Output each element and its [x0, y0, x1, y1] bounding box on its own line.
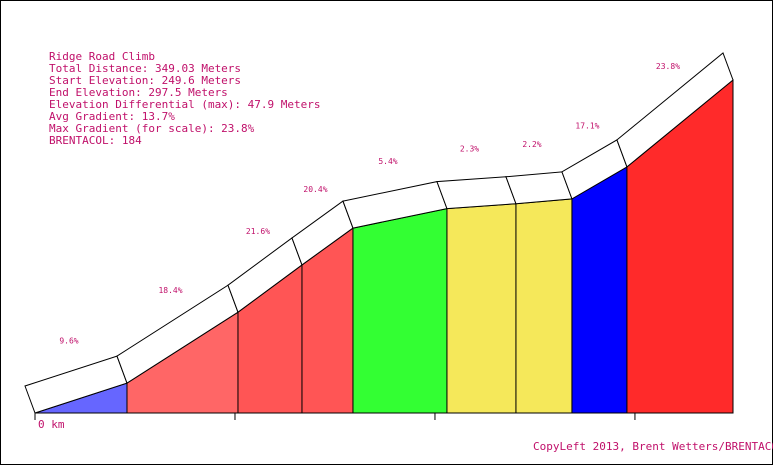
road-band: [436, 176, 517, 210]
gradient-label: 9.6%: [59, 337, 78, 346]
chart-title: Ridge Road Climb: [49, 50, 155, 63]
info-line: Avg Gradient: 13.7%: [49, 110, 175, 123]
info-line: BRENTACOL: 184: [49, 134, 142, 147]
gradient-label: 20.4%: [303, 185, 327, 194]
road-band: [616, 52, 734, 168]
segment: [571, 166, 628, 414]
info-line: Elevation Differential (max): 47.9 Meter…: [49, 98, 321, 111]
gradient-label: 23.8%: [656, 62, 680, 71]
gradient-label: 2.2%: [522, 140, 541, 149]
road-band: [505, 171, 573, 205]
gradient-label: 2.3%: [460, 145, 479, 154]
segment: [352, 207, 448, 414]
info-line: Start Elevation: 249.6 Meters: [49, 74, 241, 87]
info-line: Max Gradient (for scale): 23.8%: [49, 122, 255, 135]
segment: [515, 198, 573, 414]
info-line: Total Distance: 349.03 Meters: [49, 62, 241, 75]
x-tick-label: 0 km: [38, 418, 65, 431]
segment: [446, 203, 517, 414]
gradient-label: 5.4%: [378, 157, 397, 166]
footer: CopyLeft 2013, Brent Wetters/BRENTACOL: [533, 440, 773, 453]
gradient-label: 18.4%: [158, 286, 182, 295]
gradient-label: 21.6%: [246, 227, 270, 236]
info-line: End Elevation: 297.5 Meters: [49, 86, 228, 99]
gradient-label: 17.1%: [575, 121, 599, 130]
